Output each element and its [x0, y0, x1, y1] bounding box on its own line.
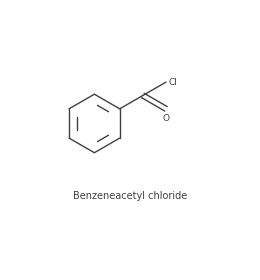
- Text: Benzeneacetyl chloride: Benzeneacetyl chloride: [73, 191, 187, 201]
- Text: Cl: Cl: [168, 78, 177, 87]
- Text: O: O: [162, 115, 170, 123]
